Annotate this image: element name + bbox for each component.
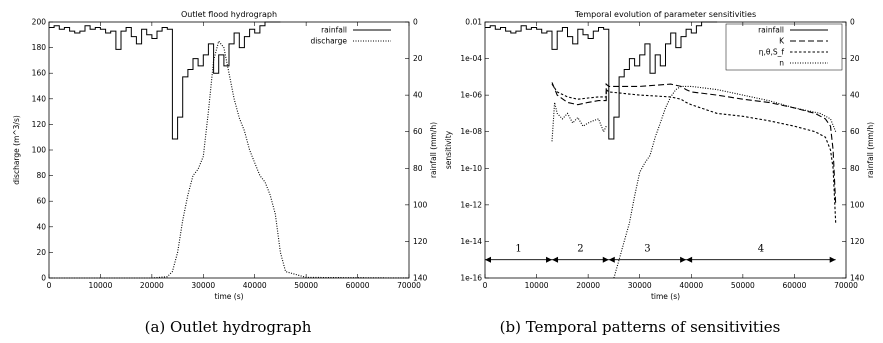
x-tick-label: 40000 xyxy=(679,281,703,290)
x-tick-label: 10000 xyxy=(525,281,549,290)
series-discharge-line xyxy=(49,40,410,279)
segment-arrow-head-right xyxy=(546,256,553,263)
segment-label: 2 xyxy=(577,244,583,255)
y2-tick-label: 40 xyxy=(850,91,860,100)
series-n-line xyxy=(551,102,607,142)
x-tick-label: 60000 xyxy=(782,281,806,290)
y-tick-label: 1e-04 xyxy=(460,54,482,63)
x-axis-label: time (s) xyxy=(214,292,243,301)
chart-title: Temporal evolution of parameter sensitiv… xyxy=(574,10,756,19)
segment-label: 3 xyxy=(644,244,650,255)
y2-tick-label: 140 xyxy=(413,274,428,283)
x-tick-label: 10000 xyxy=(88,281,112,290)
y2-tick-label: 80 xyxy=(850,164,860,173)
sensitivities-chart: Temporal evolution of parameter sensitiv… xyxy=(444,10,875,301)
x-tick-label: 40000 xyxy=(243,281,267,290)
legend-label: discharge xyxy=(310,37,347,46)
segment-label: 1 xyxy=(515,244,521,255)
y2-axis-label: rainfall (mm/h) xyxy=(429,122,438,178)
caption-b: (b) Temporal patterns of sensitivities xyxy=(500,318,781,336)
segment-arrow-head-left xyxy=(552,256,559,263)
x-tick-label: 30000 xyxy=(191,281,215,290)
y-axis-label: discharge (m^3/s) xyxy=(12,115,21,185)
y-tick-label: 180 xyxy=(32,43,47,52)
y2-tick-label: 20 xyxy=(850,54,860,63)
segment-arrow-head-left xyxy=(608,256,615,263)
y-tick-label: 0.01 xyxy=(465,18,482,27)
series--s-f-line xyxy=(551,83,837,224)
y-tick-label: 1e-06 xyxy=(460,91,482,100)
y-tick-label: 60 xyxy=(36,197,46,206)
y-tick-label: 1e-12 xyxy=(460,200,482,209)
y-tick-label: 1e-10 xyxy=(460,164,482,173)
y2-tick-label: 0 xyxy=(413,18,418,27)
y-tick-label: 80 xyxy=(36,171,46,180)
y-tick-label: 40 xyxy=(36,222,46,231)
y-tick-label: 0 xyxy=(41,274,46,283)
y2-tick-label: 120 xyxy=(850,237,865,246)
chart-title: Outlet flood hydrograph xyxy=(181,10,277,19)
y2-tick-label: 60 xyxy=(413,127,423,136)
x-tick-label: 0 xyxy=(47,281,52,290)
y2-tick-label: 60 xyxy=(850,127,860,136)
segment-arrow-head-right xyxy=(602,256,609,263)
legend-label: n xyxy=(779,59,784,68)
x-tick-label: 0 xyxy=(483,281,488,290)
y2-tick-label: 0 xyxy=(850,18,855,27)
y-axis-label: sensitivity xyxy=(444,130,453,169)
y-tick-label: 1e-14 xyxy=(460,237,482,246)
x-tick-label: 20000 xyxy=(576,281,600,290)
x-tick-label: 70000 xyxy=(834,281,858,290)
y2-axis-label: rainfall (mm/h) xyxy=(866,122,875,178)
legend-label: rainfall xyxy=(321,26,347,35)
x-tick-label: 20000 xyxy=(140,281,164,290)
segment-label: 4 xyxy=(758,244,764,255)
legend-label: rainfall xyxy=(758,26,784,35)
segment-arrow-head-right xyxy=(829,256,836,263)
segment-arrow-head-right xyxy=(680,256,687,263)
y-tick-label: 1e-16 xyxy=(460,274,482,283)
y-tick-label: 200 xyxy=(32,18,47,27)
legend-label: η,θ,S_f xyxy=(759,48,785,57)
y-tick-label: 120 xyxy=(32,120,47,129)
segment-arrow-head-left xyxy=(485,256,491,263)
x-tick-label: 50000 xyxy=(294,281,318,290)
series-n-line xyxy=(613,85,837,279)
legend-label: K xyxy=(779,37,785,46)
series-rainfall-line xyxy=(485,21,718,140)
x-tick-label: 70000 xyxy=(397,281,421,290)
series-rainfall-line xyxy=(49,21,281,140)
series-k-line xyxy=(551,82,837,205)
y2-tick-label: 120 xyxy=(413,237,428,246)
x-tick-label: 50000 xyxy=(731,281,755,290)
y-tick-label: 160 xyxy=(32,69,47,78)
segment-arrow-head-left xyxy=(686,256,693,263)
plot-frame xyxy=(484,21,847,279)
y2-tick-label: 80 xyxy=(413,164,423,173)
y2-tick-label: 140 xyxy=(850,274,865,283)
x-tick-label: 30000 xyxy=(628,281,652,290)
caption-a: (a) Outlet hydrograph xyxy=(145,318,312,336)
y-tick-label: 140 xyxy=(32,94,47,103)
x-tick-label: 60000 xyxy=(346,281,370,290)
y-tick-label: 1e-08 xyxy=(460,127,482,136)
y2-tick-label: 40 xyxy=(413,91,423,100)
y-tick-label: 100 xyxy=(32,146,47,155)
y2-tick-label: 100 xyxy=(413,200,428,209)
legend-box xyxy=(725,23,843,71)
x-axis-label: time (s) xyxy=(651,292,680,301)
y2-tick-label: 20 xyxy=(413,54,423,63)
y-tick-label: 20 xyxy=(36,248,46,257)
y2-tick-label: 100 xyxy=(850,200,865,209)
